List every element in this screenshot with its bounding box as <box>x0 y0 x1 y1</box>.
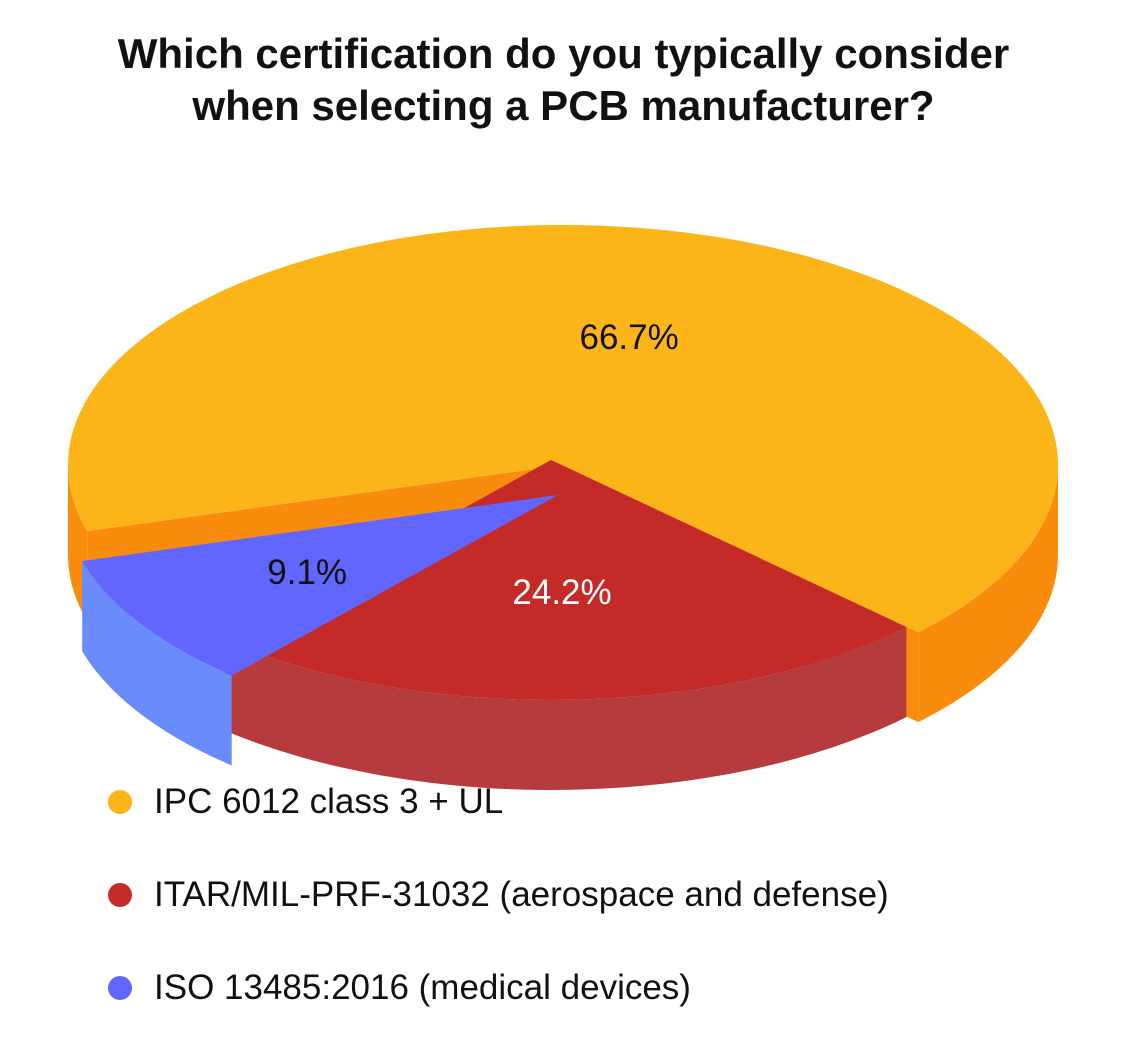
pie-side-iso <box>82 561 232 766</box>
legend-item-itar: ITAR/MIL-PRF-31032 (aerospace and defens… <box>108 871 889 919</box>
pie-side-itar <box>224 627 907 791</box>
legend-swatch-ipc <box>108 790 132 814</box>
chart-title-line-2: when selecting a PCB manufacturer? <box>192 82 935 129</box>
legend-label-iso: ISO 13485:2016 (medical devices) <box>154 968 691 1007</box>
legend-label-itar: ITAR/MIL-PRF-31032 (aerospace and defens… <box>154 875 889 914</box>
pie-labels: 66.7% 24.2% 9.1% <box>267 318 678 612</box>
pie-tops <box>68 225 1059 701</box>
pie-side-ipc <box>68 465 1058 723</box>
pie-label-itar: 24.2% <box>512 573 611 612</box>
legend-item-ipc: IPC 6012 class 3 + UL <box>108 778 889 826</box>
pie-slice-itar <box>224 460 907 701</box>
pie-label-iso: 9.1% <box>267 553 347 592</box>
chart-title: Which certification do you typically con… <box>0 28 1127 132</box>
pie-slice-ipc <box>68 225 1059 633</box>
legend: IPC 6012 class 3 + UL ITAR/MIL-PRF-31032… <box>108 778 889 1057</box>
legend-swatch-iso <box>108 976 132 1000</box>
chart-title-line-1: Which certification do you typically con… <box>117 30 1010 77</box>
legend-label-ipc: IPC 6012 class 3 + UL <box>154 782 504 821</box>
legend-swatch-itar <box>108 883 132 907</box>
pie-label-ipc: 66.7% <box>580 318 679 357</box>
pie-slice-iso <box>82 495 558 676</box>
legend-item-iso: ISO 13485:2016 (medical devices) <box>108 964 889 1012</box>
